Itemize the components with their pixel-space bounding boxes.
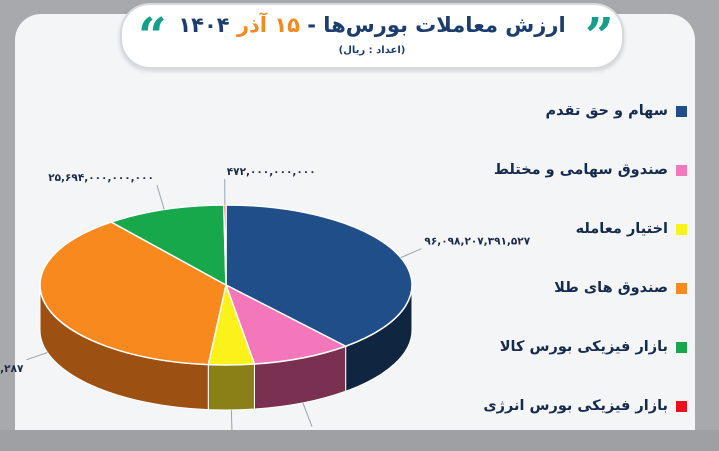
legend-label-0: سهام و حق تقدم: [545, 103, 668, 119]
title-year: ۱۴۰۴: [178, 13, 237, 37]
quote-open-icon: “: [138, 6, 167, 65]
legend-item-0: سهام و حق تقدم: [470, 96, 695, 127]
legend-item-3: صندوق های طلا: [470, 273, 695, 304]
data-label-5: ۴۷۲,۰۰۰,۰۰۰,۰۰۰: [227, 166, 316, 178]
pie-leader-lines: [26, 178, 422, 436]
title-date: ۱۵ آذر: [236, 13, 300, 37]
legend-label-4: بازار فیزیکی بورس کالا: [499, 339, 668, 355]
legend-swatch-3: [676, 283, 687, 294]
leader-line-0: [400, 248, 422, 259]
legend-item-5: بازار فیزیکی بورس انرژی: [470, 391, 695, 422]
pie-slice-1: [224, 283, 348, 365]
legend-item-4: بازار فیزیکی بورس کالا: [470, 332, 695, 363]
pie-slice-4: [109, 204, 227, 287]
pie-sides: [39, 284, 413, 411]
legend-label-1: صندوق سهامی و مختلط: [493, 162, 668, 178]
leader-line-4: [156, 184, 165, 210]
legend-swatch-0: [676, 106, 687, 117]
quote-close-icon: ”: [585, 6, 614, 65]
pie-slice-3: [39, 221, 227, 366]
title-banner: ارزش معاملات بورس‌ها - ۱۵ آذر ۱۴۰۴ (اعدا…: [120, 3, 624, 69]
data-label-0: ۹۶,۰۹۸,۲۰۷,۳۹۱,۵۲۷: [424, 236, 530, 248]
pie-slices: [39, 204, 413, 366]
legend-swatch-2: [676, 224, 687, 235]
data-label-4: ۲۵,۶۹۴,۰۰۰,۰۰۰,۰۰۰: [48, 172, 154, 184]
legend-swatch-4: [676, 342, 687, 353]
legend-item-2: اختیار معامله: [470, 214, 695, 245]
legend-label-5: بازار فیزیکی بورس انرژی: [483, 398, 668, 414]
pie-side-2: [207, 363, 255, 411]
legend-label-3: صندوق های طلا: [554, 280, 668, 296]
legend-item-1: صندوق سهامی و مختلط: [470, 155, 695, 186]
leader-line-1: [302, 402, 313, 427]
leader-line-3: [26, 352, 48, 361]
legend-label-2: اختیار معامله: [575, 221, 668, 237]
chart-title: ارزش معاملات بورس‌ها - ۱۵ آذر ۱۴۰۴: [122, 13, 622, 37]
chart-subtitle: (اعداد : ریال): [338, 45, 406, 56]
data-label-3: ۹۳,۶۶۷,۸۱۳,۹۳۷,۲۸۷: [0, 363, 24, 375]
legend-swatch-1: [676, 165, 687, 176]
pie-slice-5: [222, 204, 227, 286]
title-text: ارزش معاملات بورس‌ها -: [299, 13, 566, 37]
bottom-bar: [0, 430, 719, 451]
legend-swatch-5: [676, 401, 687, 412]
chart-legend: سهام و حق تقدم صندوق سهامی و مختلط اختیار …: [470, 96, 695, 450]
